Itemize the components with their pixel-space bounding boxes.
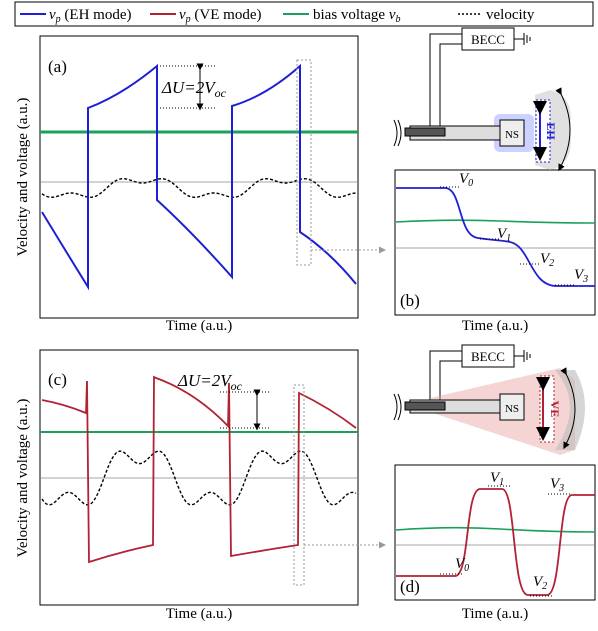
schematic-ve: BECC NS VE	[393, 344, 585, 455]
zoom-box	[293, 384, 305, 586]
level-label: V0	[455, 556, 469, 574]
level-label: V2	[533, 574, 547, 592]
panel-label: (a)	[48, 57, 67, 76]
mode-label: VE	[548, 401, 562, 418]
legend-label: bias voltage vb	[313, 7, 401, 25]
legend: vp (EH mode) vp (VE mode) bias voltage v…	[14, 1, 594, 27]
voltage-curve	[41, 375, 357, 564]
magnet	[499, 119, 525, 147]
legend-label: vp (VE mode)	[179, 7, 261, 25]
mode-label: EH	[544, 122, 558, 140]
swing-arrow	[555, 87, 571, 172]
plot-frame	[39, 35, 359, 319]
bias-line	[395, 526, 596, 533]
panel-label: (c)	[48, 370, 67, 389]
annotation: ΔU=2Voc	[177, 371, 243, 393]
panel-d: V1 V3 V0 V2 (d) Time (a.u.)	[394, 464, 596, 622]
level-label: V0	[459, 171, 473, 189]
swing-arrow	[560, 367, 576, 450]
annotation: ΔU=2Voc	[161, 78, 227, 100]
schematic-eh: BECC NS EH	[393, 27, 571, 172]
level-label: V3	[550, 476, 564, 494]
level-label: V2	[540, 251, 554, 269]
becc-label: BECC	[471, 32, 505, 47]
panel-a: ΔU=2Voc (a) Time (a.u.) Velocity and vol…	[15, 35, 386, 334]
piezo	[404, 401, 446, 411]
x-axis-label: Time (a.u.)	[166, 606, 233, 622]
clamp	[393, 119, 402, 147]
voltage-curve	[396, 488, 595, 596]
level-label: V3	[574, 267, 588, 285]
magnet-label: NS	[505, 403, 519, 415]
magnet	[499, 393, 525, 421]
piezo	[404, 127, 446, 137]
wire	[429, 33, 462, 126]
magnet-label: NS	[505, 129, 519, 141]
zoom-box	[296, 59, 312, 266]
swing-shade	[555, 370, 585, 450]
panel-b: V0 V1 V2 V3 (b) Time (a.u.)	[394, 169, 596, 334]
ground	[514, 33, 531, 45]
voltage-curve	[396, 187, 595, 287]
x-axis-label: Time (a.u.)	[462, 318, 529, 334]
x-axis-label: Time (a.u.)	[166, 318, 233, 334]
plot-frame	[39, 349, 359, 606]
voltage-curve	[41, 63, 357, 291]
x-axis-label: Time (a.u.)	[462, 606, 529, 622]
bias-line	[395, 219, 596, 224]
plot-frame	[394, 169, 596, 316]
y-axis-label: Velocity and voltage (a.u.)	[15, 98, 31, 257]
becc-label: BECC	[471, 349, 505, 364]
panel-c: ΔU=2Voc (c) Time (a.u.) Velocity and vol…	[15, 349, 386, 622]
clamp	[393, 393, 402, 421]
legend-label: vp (EH mode)	[49, 7, 131, 25]
y-axis-label: Velocity and voltage (a.u.)	[15, 399, 31, 558]
velocity-curve	[41, 177, 357, 199]
legend-label: velocity	[486, 7, 535, 23]
legend-box	[14, 1, 594, 27]
panel-label: (b)	[400, 291, 420, 310]
level-label: V1	[497, 226, 511, 244]
level-label: V1	[490, 470, 504, 488]
wire	[429, 350, 462, 400]
ground	[514, 350, 531, 362]
panel-label: (d)	[400, 577, 420, 596]
